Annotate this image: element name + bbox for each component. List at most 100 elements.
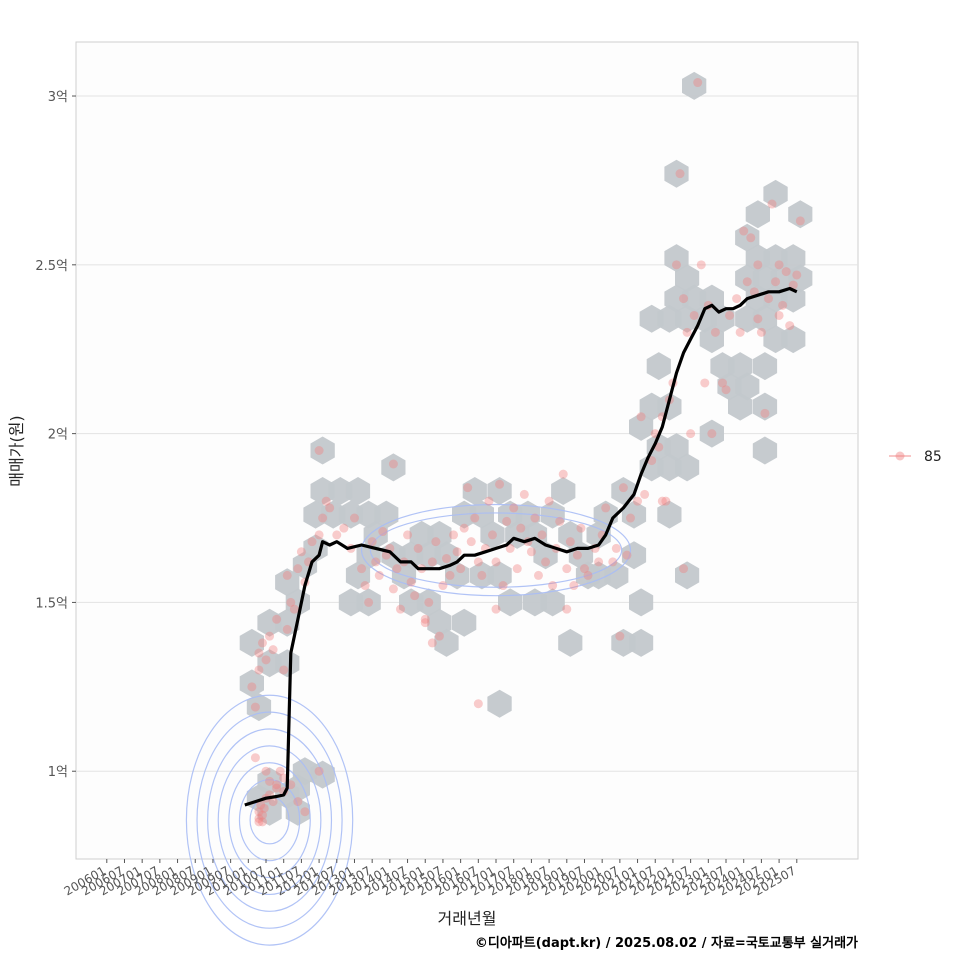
- data-point: [272, 783, 282, 793]
- hex-bin: [781, 325, 806, 354]
- data-point: [640, 489, 650, 499]
- data-point: [473, 557, 483, 567]
- hex-bin: [752, 436, 778, 465]
- hex-bin: [621, 541, 647, 570]
- hex-bin: [735, 372, 760, 401]
- hex-bin: [345, 477, 371, 505]
- hex-bin: [399, 588, 424, 617]
- hex-bin: [735, 223, 760, 252]
- x-axis: 2006012006072007012007072008012008072009…: [62, 859, 798, 899]
- data-point: [625, 513, 635, 523]
- data-point: [622, 550, 632, 560]
- data-point: [254, 817, 264, 827]
- data-point: [420, 614, 430, 624]
- data-point: [495, 479, 505, 489]
- data-point: [357, 564, 367, 574]
- hex-bin: [363, 520, 388, 549]
- hex-bin: [239, 628, 264, 657]
- data-point: [250, 753, 260, 763]
- data-point: [314, 446, 324, 455]
- data-point: [785, 321, 795, 331]
- data-point: [509, 503, 519, 513]
- data-point: [445, 570, 455, 580]
- data-point: [505, 543, 515, 553]
- hex-bin: [356, 588, 381, 617]
- hex-bin: [310, 436, 335, 465]
- caption: ©디아파트(dapt.kr) / 2025.08.02 / 자료=국토교통부 실…: [475, 935, 858, 951]
- hex-bin: [540, 588, 565, 617]
- hex-bin: [752, 392, 778, 421]
- data-point: [767, 199, 777, 209]
- data-point: [473, 699, 483, 709]
- data-point: [392, 564, 402, 574]
- y-axis: 1억 1.5억 2억 2.5억 3억: [35, 90, 76, 780]
- data-point: [594, 557, 604, 567]
- hex-bin: [664, 159, 689, 188]
- hex-bin: [445, 561, 470, 590]
- y-tick-label: 2억: [48, 428, 68, 443]
- plot-panel: [75, 41, 859, 860]
- data-point: [456, 564, 466, 574]
- data-point: [438, 581, 448, 591]
- data-point: [721, 385, 731, 395]
- hex-bin: [629, 628, 654, 657]
- data-point: [742, 277, 752, 287]
- data-point: [788, 280, 798, 290]
- hex-bin: [345, 561, 371, 590]
- data-point: [739, 226, 749, 236]
- data-point: [325, 503, 335, 513]
- gridlines: [76, 95, 858, 772]
- density-contour: [185, 694, 354, 946]
- data-point: [679, 294, 689, 304]
- data-point: [261, 655, 271, 665]
- data-point: [332, 530, 342, 540]
- data-point: [261, 766, 271, 776]
- data-point: [364, 597, 374, 607]
- data-point: [293, 564, 303, 574]
- data-point: [470, 513, 480, 523]
- data-point: [403, 530, 413, 540]
- data-point: [682, 327, 692, 337]
- hex-bin: [285, 797, 310, 826]
- data-point: [314, 766, 324, 776]
- data-point: [541, 557, 551, 567]
- data-point: [654, 442, 664, 452]
- legend-key-point: [895, 451, 905, 461]
- trend-line: [244, 286, 798, 807]
- data-point: [318, 513, 328, 523]
- data-point: [565, 537, 575, 547]
- density-contour: [360, 503, 632, 597]
- data-point: [696, 260, 706, 270]
- data-point: [300, 807, 310, 817]
- data-point: [420, 618, 430, 628]
- data-point: [256, 800, 266, 810]
- data-point: [746, 233, 756, 243]
- data-point: [558, 469, 568, 479]
- data-point: [693, 78, 703, 88]
- data-point: [491, 604, 501, 614]
- data-point: [371, 557, 381, 567]
- data-point: [753, 260, 763, 270]
- density-contours: [185, 503, 632, 946]
- y-tick-label: 3억: [48, 90, 68, 105]
- y-tick-label: 1.5억: [35, 596, 68, 611]
- data-point: [502, 516, 512, 526]
- density-contour: [238, 779, 301, 862]
- hex-bin: [675, 453, 700, 482]
- data-point: [321, 496, 331, 506]
- data-point: [792, 270, 802, 280]
- data-point: [413, 543, 423, 553]
- data-point: [491, 557, 501, 567]
- data-point: [286, 597, 296, 607]
- data-point: [247, 682, 257, 692]
- data-point: [293, 797, 303, 807]
- hex-bin: [239, 669, 264, 698]
- hex-bin: [452, 608, 477, 637]
- data-point: [296, 547, 306, 557]
- data-point: [519, 489, 529, 499]
- data-point: [459, 523, 469, 533]
- data-point: [259, 803, 269, 813]
- data-point: [576, 523, 586, 533]
- hex-bin: [621, 500, 647, 529]
- data-point: [378, 527, 388, 537]
